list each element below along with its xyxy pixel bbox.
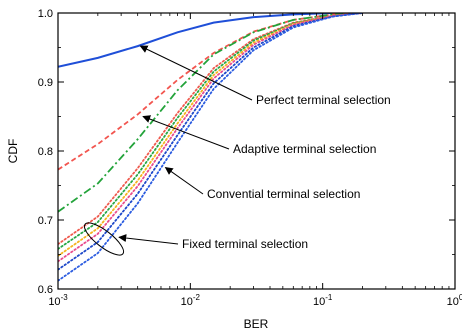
x-tick-label-2: 10-1 bbox=[313, 293, 333, 308]
ticks-layer: 10-3 10-2 10-1 100 0.6 0.7 0.8 0.9 1.0 bbox=[38, 8, 462, 308]
series-line-5 bbox=[58, 13, 364, 257]
annotation-arrow-1 bbox=[142, 115, 230, 150]
annotation-arrow-3 bbox=[118, 234, 179, 245]
y-tick-label-1: 0.7 bbox=[38, 215, 53, 227]
annotation-label-0: Perfect terminal selection bbox=[256, 93, 391, 107]
x-tick-label-0: 10-3 bbox=[48, 293, 68, 308]
y-axis-title: CDF bbox=[6, 139, 20, 164]
series-line-8 bbox=[58, 13, 364, 282]
series-line-2 bbox=[58, 13, 363, 213]
x-tick-label-3: 100 bbox=[447, 293, 462, 308]
annotations-layer: Perfect terminal selection Adaptive termi… bbox=[83, 45, 391, 256]
y-tick-label-2: 0.8 bbox=[38, 146, 53, 158]
annotation-arrow-0 bbox=[139, 45, 253, 101]
y-tick-label-3: 0.9 bbox=[38, 77, 53, 89]
x-tick-label-1: 10-2 bbox=[181, 293, 201, 308]
x-axis-title: BER bbox=[244, 317, 269, 331]
annotation-label-2: Convential terminal selection bbox=[207, 187, 360, 201]
series-line-4 bbox=[58, 13, 364, 250]
y-tick-label-0: 0.6 bbox=[38, 284, 53, 296]
series-line-3 bbox=[58, 13, 364, 246]
series-line-6 bbox=[58, 13, 364, 263]
y-tick-label-4: 1.0 bbox=[38, 8, 53, 20]
annotation-label-3: Fixed terminal selection bbox=[182, 237, 308, 251]
series-line-7 bbox=[58, 13, 364, 271]
annotation-arrow-2 bbox=[164, 166, 204, 195]
fixed-selection-ellipse bbox=[83, 222, 125, 256]
series-layer bbox=[58, 13, 364, 282]
annotation-label-1: Adaptive terminal selection bbox=[233, 142, 376, 156]
